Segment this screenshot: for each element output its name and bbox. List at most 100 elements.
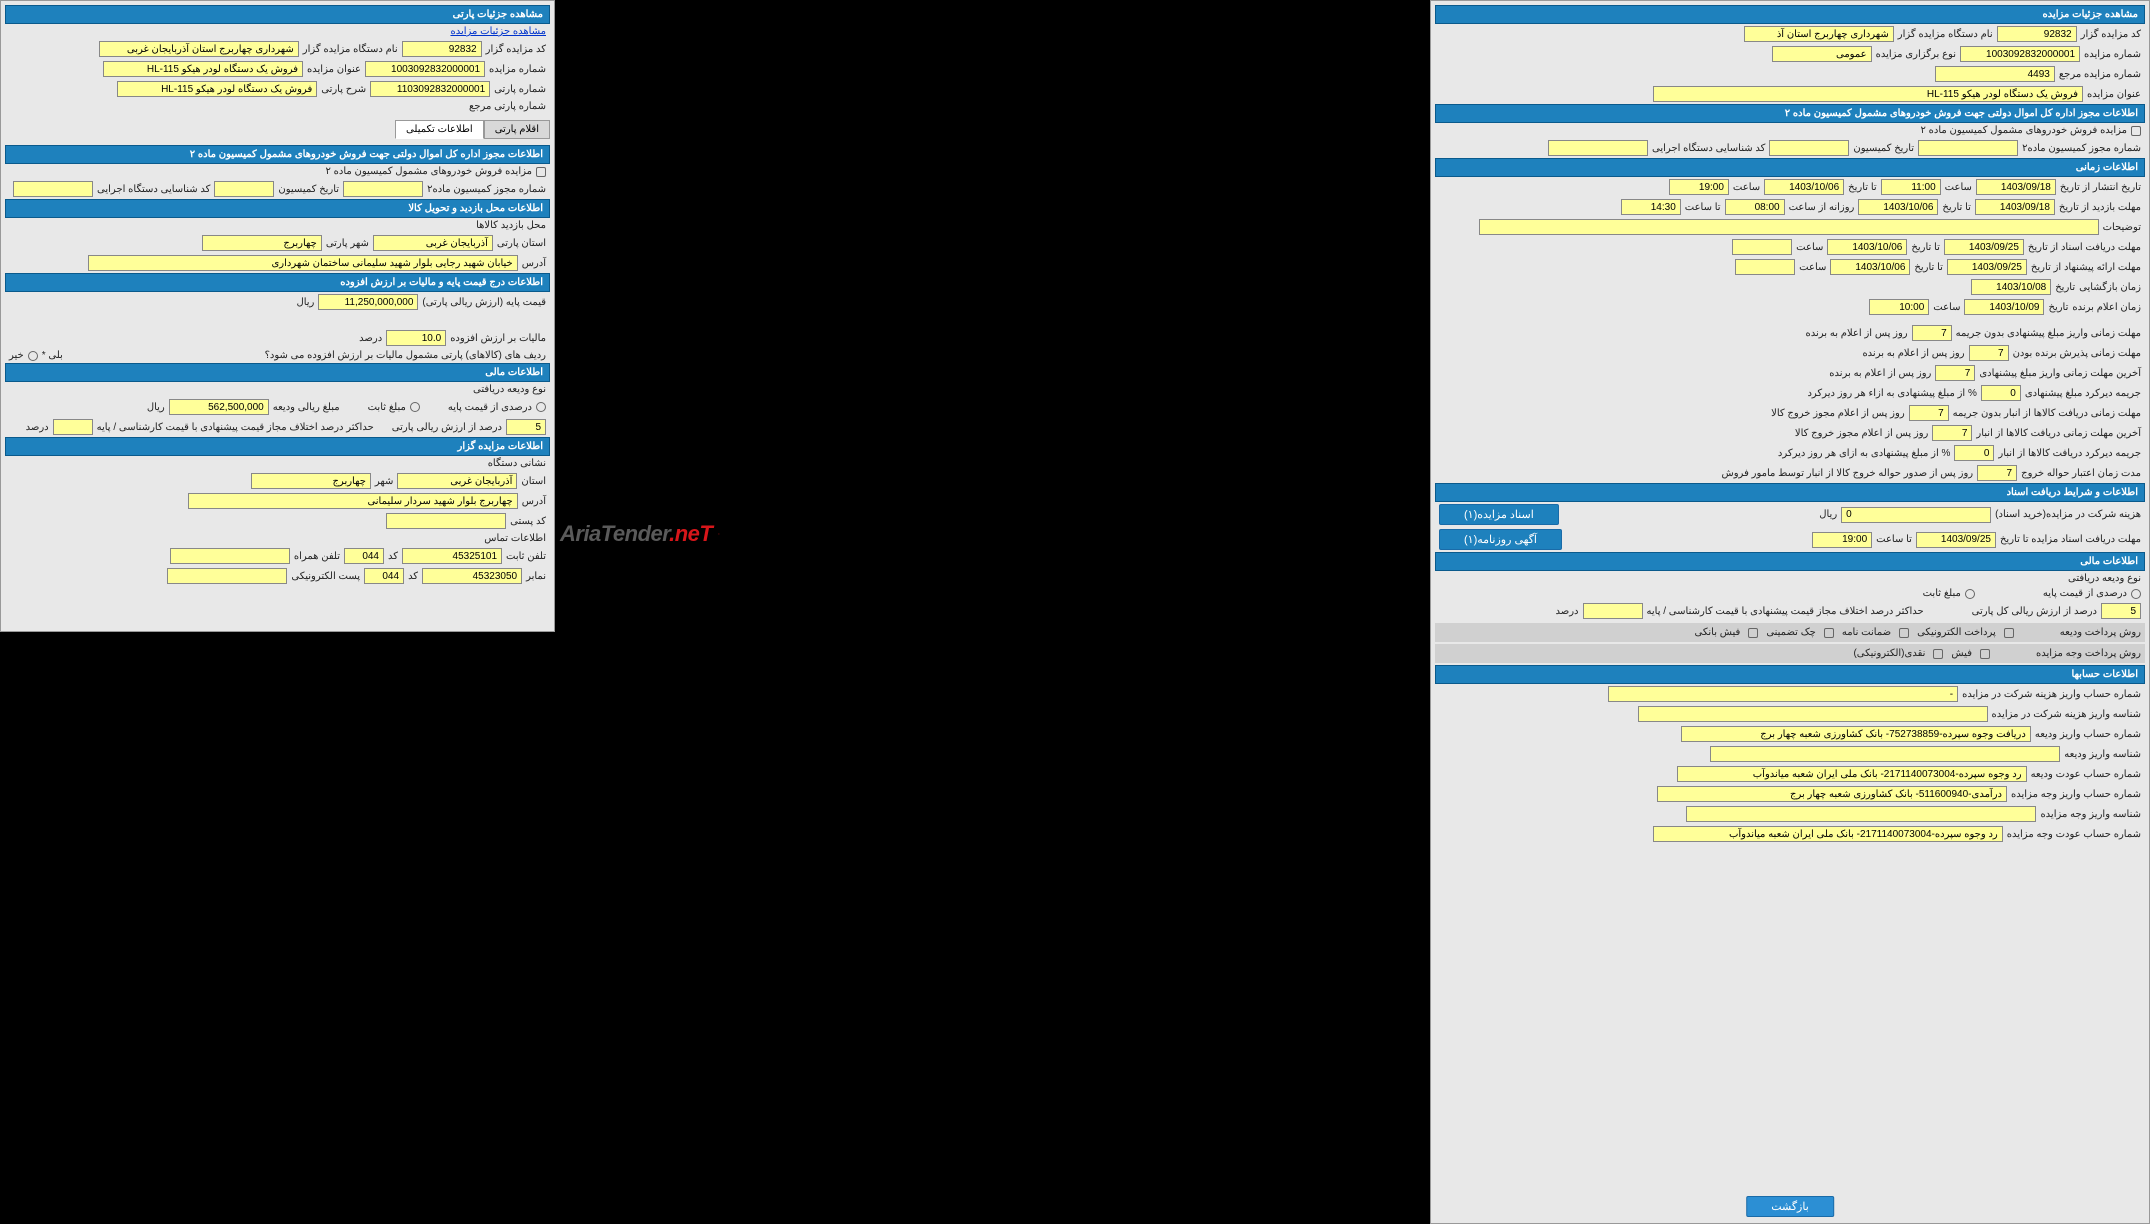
notes-label: توضیحات bbox=[2103, 222, 2141, 233]
r-code-field: 92832 bbox=[402, 41, 482, 57]
r-komis-date-field bbox=[214, 181, 274, 197]
time-label: ساعت bbox=[1945, 182, 1972, 193]
base-pct-radio2[interactable] bbox=[2131, 589, 2141, 599]
acc-hdr: اطلاعات حسابها bbox=[1435, 665, 2145, 684]
to-date3: تا تاریخ bbox=[1911, 242, 1940, 253]
type-label: نوع برگزاری مزایده bbox=[1876, 49, 1956, 60]
r-komis-cb[interactable] bbox=[536, 167, 546, 177]
phone-label: تلفن ثابت bbox=[506, 551, 546, 562]
price-hdr: اطلاعات درج قیمت پایه و مالیات بر ارزش ا… bbox=[5, 273, 550, 292]
visit-to-field: 1403/10/06 bbox=[1858, 199, 1938, 215]
time-label4: ساعت bbox=[1799, 262, 1826, 273]
pub-from-label: تاریخ انتشار از تاریخ bbox=[2060, 182, 2141, 193]
opt1-cb[interactable] bbox=[2004, 628, 2014, 638]
acc7-label: شناسه واریز وجه مزایده bbox=[2040, 809, 2141, 820]
time-label2: ساعت bbox=[1733, 182, 1760, 193]
opt4-cb[interactable] bbox=[1748, 628, 1758, 638]
tabs: اقلام پارتی اطلاعات تکمیلی bbox=[5, 120, 550, 139]
r-auction-no-field: 1003092832000001 bbox=[365, 61, 485, 77]
postal-field bbox=[386, 513, 506, 529]
p0-field: 0 bbox=[1981, 385, 2021, 401]
ref-no-label: شماره مزایده مرجع bbox=[2059, 69, 2141, 80]
news-button[interactable]: آگهی روزنامه(۱) bbox=[1439, 529, 1562, 550]
fixed-radio[interactable] bbox=[410, 402, 420, 412]
open-date-lbl: تاریخ bbox=[2055, 282, 2075, 293]
opt6-cb[interactable] bbox=[1933, 649, 1943, 659]
province-label: استان پارتی bbox=[497, 238, 546, 249]
accept-label: مهلت زمانی پذیرش برنده بودن bbox=[2013, 348, 2141, 359]
penalty-label: جریمه دیرکرد مبلغ پیشنهادی bbox=[2025, 388, 2141, 399]
docs-hdr: اطلاعات و شرایط دریافت اسناد bbox=[1435, 483, 2145, 502]
email-field bbox=[167, 568, 287, 584]
prov-label: استان bbox=[521, 476, 546, 487]
pub-to-field: 1403/10/06 bbox=[1764, 179, 1844, 195]
r-dealer-label: نام دستگاه مزایده گزار bbox=[303, 44, 398, 55]
opt1-label: پرداخت الکترونیکی bbox=[1917, 627, 1996, 638]
opt6-label: نقدی(الکترونیکی) bbox=[1853, 648, 1925, 659]
max-diff-input bbox=[53, 419, 93, 435]
ref-no-field: 4493 bbox=[1935, 66, 2055, 82]
acc2-field bbox=[1638, 706, 1988, 722]
city-label: شهر پارتی bbox=[326, 238, 369, 249]
r-komis-label: مزایده فروش خودروهای مشمول کمیسیون ماده … bbox=[325, 166, 532, 177]
fin-hdr: اطلاعات مالی bbox=[1435, 552, 2145, 571]
issue-label: مدت زمان اعتبار حواله خروج bbox=[2021, 468, 2141, 479]
tab-extra[interactable]: اطلاعات تکمیلی bbox=[395, 120, 484, 139]
days-exit2-label: روز پس از اعلام مجوز خروج کالا bbox=[1795, 428, 1929, 439]
addr2-label: آدرس bbox=[522, 496, 546, 507]
winner-date-lbl: تاریخ bbox=[2048, 302, 2068, 313]
city2-field: چهاربرج bbox=[251, 473, 371, 489]
visit-from-label: مهلت بازدید از تاریخ bbox=[2059, 202, 2141, 213]
offer-from-field: 1403/09/25 bbox=[1947, 259, 2027, 275]
opt2-cb[interactable] bbox=[1899, 628, 1909, 638]
back-button[interactable]: بازگشت bbox=[1746, 1196, 1834, 1217]
gzar-hdr: اطلاعات مزایده گزار bbox=[5, 437, 550, 456]
base-pct-radio[interactable] bbox=[536, 402, 546, 412]
acc1-field: - bbox=[1608, 686, 1958, 702]
tab-items[interactable]: اقلام پارتی bbox=[484, 120, 550, 139]
r-dev-id-label: کد شناسایی دستگاه اجرایی bbox=[97, 184, 210, 195]
doc-deadline-field: 1403/09/25 bbox=[1916, 532, 1996, 548]
cost-field: 0 bbox=[1841, 507, 1991, 523]
komis-checkbox[interactable] bbox=[2131, 126, 2141, 136]
acc7-field bbox=[1686, 806, 2036, 822]
side-panel: مشاهده جزئیات پارتی مشاهده جزئیات مزایده… bbox=[0, 0, 555, 632]
postal-label: کد پستی bbox=[510, 516, 546, 527]
max-diff-field bbox=[1583, 603, 1643, 619]
p0b-field: 0 bbox=[1954, 445, 1994, 461]
max-diff-label2: حداکثر درصد اختلاف مجاز قیمت پیشنهادی با… bbox=[1647, 606, 1924, 617]
acc1-label: شماره حساب واریز هزینه شرکت در مزایده bbox=[1962, 689, 2141, 700]
time-label5: ساعت bbox=[1933, 302, 1960, 313]
opt3-cb[interactable] bbox=[1824, 628, 1834, 638]
issue-after-label: روز پس از صدور حواله خروج کالا از انبار … bbox=[1722, 468, 1974, 479]
no-radio[interactable] bbox=[28, 351, 38, 361]
doc-time-field2: 19:00 bbox=[1812, 532, 1872, 548]
fax-label: نمابر bbox=[526, 571, 546, 582]
title-field: فروش یک دستگاه لودر هیکو HL-115 bbox=[1653, 86, 2083, 102]
acc6-label: شماره حساب واریز وجه مزایده bbox=[2011, 789, 2141, 800]
address-label: آدرس bbox=[522, 258, 546, 269]
opt2-label: ضمانت نامه bbox=[1842, 627, 1891, 638]
opt5-cb[interactable] bbox=[1980, 649, 1990, 659]
pct-daily2-label: % از مبلغ پیشنهادی به ازای هر روز دیرکرد bbox=[1778, 448, 1951, 459]
daily-from-label: روزانه از ساعت bbox=[1789, 202, 1855, 213]
r-auction-title-field: فروش یک دستگاه لودر هیکو HL-115 bbox=[103, 61, 303, 77]
doc-from-label: مهلت دریافت اسناد از تاریخ bbox=[2028, 242, 2141, 253]
daily-from-field: 08:00 bbox=[1725, 199, 1785, 215]
d7c-field: 7 bbox=[1935, 365, 1975, 381]
details-link[interactable]: مشاهده جزئیات مزایده bbox=[450, 26, 546, 37]
dep-amt-label: مبلغ ریالی ودیعه bbox=[273, 402, 340, 413]
cost-label: هزینه شرکت در مزایده(خرید اسناد) bbox=[1995, 509, 2141, 520]
fixed-radio2[interactable] bbox=[1965, 589, 1975, 599]
fin-hdr2: اطلاعات مالی bbox=[5, 363, 550, 382]
pct-daily-label: % از مبلغ پیشنهادی به ازاء هر روز دیرکرد bbox=[1807, 388, 1976, 399]
pub-to-time-field: 19:00 bbox=[1669, 179, 1729, 195]
tax-label: مالیات بر ارزش افزوده bbox=[450, 333, 546, 344]
fixed-opt2: مبلغ ثابت bbox=[1923, 588, 1961, 599]
pct5-field: 5 bbox=[2101, 603, 2141, 619]
base-pct-opt2: درصدی از قیمت پایه bbox=[2043, 588, 2127, 599]
opt3-label: چک تضمینی bbox=[1766, 627, 1816, 638]
docs-button[interactable]: اسناد مزایده(۱) bbox=[1439, 504, 1559, 525]
d7e-field: 7 bbox=[1932, 425, 1972, 441]
pub-time-field: 11:00 bbox=[1881, 179, 1941, 195]
